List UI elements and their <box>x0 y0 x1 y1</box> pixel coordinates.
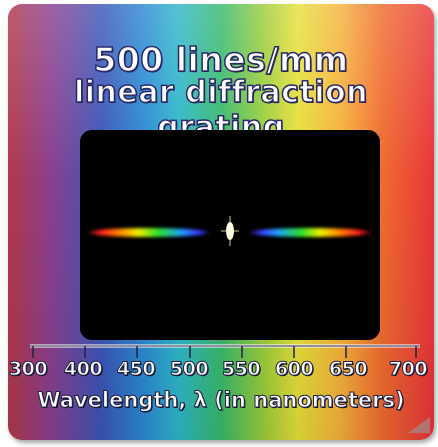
grating-type-title: linear diffraction grating <box>73 74 369 146</box>
wavelength-label-550: 550 <box>221 358 261 381</box>
wavelength-label-650: 650 <box>328 358 368 381</box>
wavelength-label-600: 600 <box>274 358 314 381</box>
wavelength-label-450: 450 <box>116 358 156 381</box>
right-spectrum <box>248 228 373 237</box>
diffraction-grating-slide: 500 lines/mm linear diffraction grating … <box>8 4 434 440</box>
wavelength-label-500: 500 <box>169 358 209 381</box>
light-source-icon <box>221 216 239 246</box>
wavelength-label-700: 700 <box>388 358 428 381</box>
left-spectrum <box>86 228 211 237</box>
wavelength-label-400: 400 <box>63 358 103 381</box>
grating-density-title: 500 lines/mm <box>93 39 349 80</box>
wavelength-label-300: 300 <box>8 358 48 381</box>
wavelength-ruler <box>30 344 420 358</box>
wavelength-caption: Wavelength, λ (in nanometers) <box>37 388 405 413</box>
viewing-window <box>80 130 380 340</box>
page-curl-decoration <box>408 417 430 433</box>
